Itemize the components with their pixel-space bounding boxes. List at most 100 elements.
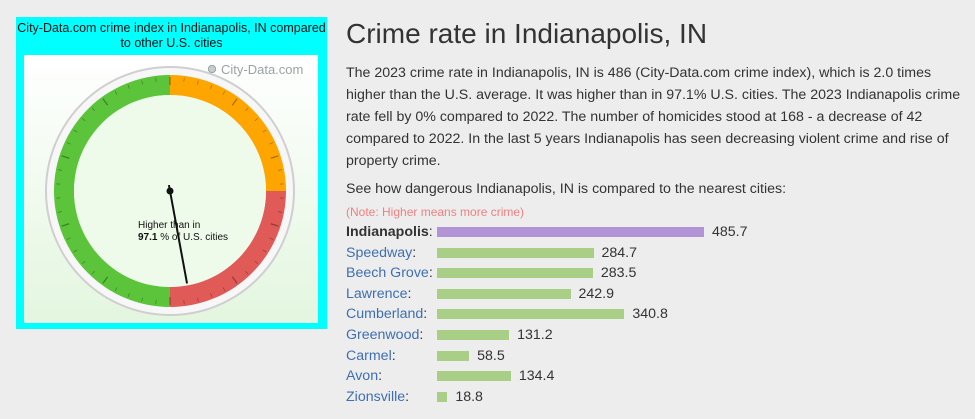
crime-index-value: 485.7: [712, 224, 748, 240]
gauge-tick: [183, 77, 185, 82]
gauge-tick: [269, 237, 274, 240]
crime-description: The 2023 crime rate in Indianapolis, IN …: [346, 65, 961, 169]
gauge-tick: [210, 293, 213, 298]
crime-index-bar: [437, 330, 510, 340]
crime-index-value: 242.9: [578, 285, 615, 302]
gauge-tick: [254, 260, 259, 264]
gauge-tick: [277, 211, 283, 213]
percent-suffix: % of U.S. cities: [160, 232, 229, 243]
city-link[interactable]: Greenwood: [346, 327, 420, 343]
gauge-zone-high: [170, 191, 286, 307]
gauge-dial: [45, 66, 295, 316]
gauge-tick: [155, 77, 157, 82]
gauge-tick: [73, 249, 78, 253]
gauge-tick: [155, 300, 157, 305]
city-name: Greenwood:: [346, 327, 423, 343]
gauge-tick: [102, 98, 109, 106]
gauge-tick: [197, 297, 199, 302]
gauge-tick: [245, 270, 249, 275]
page-title: Crime rate in Indianapolis, IN: [346, 18, 708, 49]
gauge-tick: [197, 80, 199, 85]
gauge-needle-hub: [166, 187, 174, 195]
compare-heading: See how dangerous Indianapolis, IN is co…: [346, 181, 787, 197]
crime-index-bar: [437, 350, 470, 361]
gauge-readout: Higher than in 97.1 % of U.S. cities: [138, 220, 228, 244]
city-link[interactable]: Zionsville: [346, 388, 406, 405]
gauge-tick: [231, 276, 238, 284]
gauge-tick: [57, 169, 63, 171]
city-colon: :: [412, 244, 417, 261]
gauge-tick: [222, 90, 226, 95]
city-colon: :: [405, 388, 410, 405]
gauge-tick: [141, 80, 143, 85]
city-colon: :: [391, 347, 396, 364]
crime-index-value: 284.7: [601, 244, 638, 261]
city-colon: :: [423, 306, 428, 323]
city-link[interactable]: Indianapolis: [346, 224, 429, 240]
city-row: Greenwood: 131.2: [346, 325, 966, 345]
crime-index-gauge-panel: City-Data.com crime index in Indianapoli…: [16, 17, 327, 329]
city-row: Zionsville: 18.8: [346, 387, 966, 407]
gauge-tick: [277, 169, 283, 171]
crime-index-bar: [437, 391, 448, 402]
city-colon: :: [378, 368, 383, 385]
city-link[interactable]: Lawrence: [346, 285, 408, 302]
city-name: Avon:: [346, 368, 382, 384]
gauge-title: City-Data.com crime index in Indianapoli…: [17, 21, 326, 50]
gauge-tick: [114, 287, 118, 292]
city-link[interactable]: Beech Grove: [346, 265, 429, 282]
gauge-tick: [91, 107, 95, 112]
gauge-tick: [81, 260, 86, 264]
gauge-tick: [183, 300, 185, 305]
gauge-tick: [73, 129, 78, 133]
city-name: Cumberland:: [346, 306, 427, 322]
gauge-tick: [66, 142, 71, 145]
crime-index-value: 18.8: [455, 388, 483, 405]
crime-index-bar: [437, 309, 625, 320]
city-colon: :: [428, 265, 433, 282]
gauge-tick: [222, 287, 226, 292]
city-colon: :: [419, 327, 424, 343]
globe-icon: [206, 63, 218, 75]
crime-index-bar: [437, 371, 511, 382]
gauge-tick: [127, 293, 130, 298]
logo-text: City-Data.com: [221, 62, 304, 77]
gauge-tick: [231, 98, 238, 106]
crime-index-bar: [437, 227, 704, 237]
city-link[interactable]: Cumberland: [346, 306, 424, 323]
city-row: Indianapolis: 485.7: [346, 222, 966, 242]
gauge-tick: [61, 155, 70, 159]
crime-index-value: 134.4: [518, 368, 555, 385]
city-name: Beech Grove:: [346, 265, 433, 281]
compare-note: (Note: Higher means more crime): [346, 205, 525, 219]
higher-than-label: Higher than in: [138, 220, 201, 231]
city-link[interactable]: Speedway: [346, 244, 413, 261]
crime-index-value: 58.5: [477, 347, 505, 364]
gauge-tick: [57, 211, 63, 213]
gauge-tick: [262, 129, 267, 133]
city-name: Carmel:: [346, 348, 396, 364]
crime-index-bar: [437, 247, 594, 258]
city-link[interactable]: Carmel: [346, 347, 392, 364]
city-link[interactable]: Avon: [346, 368, 379, 385]
gauge-tick: [61, 223, 70, 227]
city-colon: :: [428, 224, 433, 240]
gauge-tick: [91, 270, 95, 275]
gauge-tick: [127, 84, 130, 89]
city-name: Zionsville:: [346, 389, 409, 405]
crime-index-bar: [437, 268, 593, 279]
gauge-tick: [66, 237, 71, 240]
gauge-tick: [141, 297, 143, 302]
city-colon: :: [407, 285, 412, 302]
gauge-tick: [270, 223, 279, 227]
city-row: Carmel: 58.5: [346, 346, 966, 366]
crime-index-value: 131.2: [517, 327, 553, 343]
gauge-zone-low: [54, 75, 170, 307]
city-name: Lawrence:: [346, 286, 411, 302]
city-name: Indianapolis:: [346, 224, 433, 240]
gauge-zone-mid: [170, 75, 286, 191]
city-row: Speedway: 284.7: [346, 243, 966, 263]
city-row: Beech Grove: 283.5: [346, 263, 966, 283]
city-row: Avon: 134.4: [346, 366, 966, 386]
higher-than-percent: 97.1: [138, 232, 158, 243]
